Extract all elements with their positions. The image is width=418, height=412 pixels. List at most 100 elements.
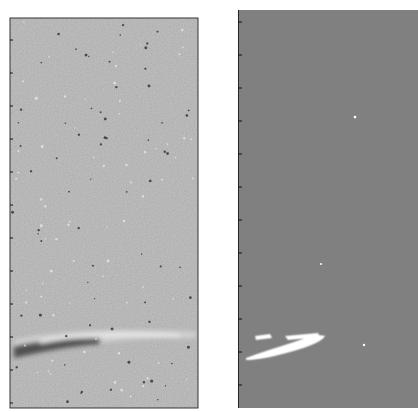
speckle xyxy=(110,389,112,391)
speckle xyxy=(143,381,145,383)
speckle xyxy=(51,360,53,362)
speckle xyxy=(41,145,44,148)
speckle xyxy=(16,366,18,368)
speckle xyxy=(83,351,86,354)
speckle xyxy=(65,335,67,337)
speckle xyxy=(40,240,42,242)
speckle xyxy=(107,226,108,227)
speckle xyxy=(188,109,190,111)
speckle xyxy=(93,157,95,159)
speckle xyxy=(144,151,146,153)
speckle xyxy=(126,191,128,193)
speckle xyxy=(39,314,42,317)
speckle xyxy=(103,165,105,167)
right-speck xyxy=(320,263,322,265)
speckle xyxy=(92,265,94,267)
speckle xyxy=(55,238,57,240)
speckle xyxy=(166,152,169,155)
speckle xyxy=(78,134,80,136)
speckle xyxy=(127,361,130,364)
speckle xyxy=(40,296,42,298)
speckle xyxy=(123,220,125,222)
speckle xyxy=(25,301,27,303)
speckle xyxy=(104,118,107,121)
speckle xyxy=(37,229,39,231)
speckle xyxy=(11,211,14,214)
speckle xyxy=(182,47,184,49)
speckle xyxy=(95,338,97,340)
speckle xyxy=(156,31,158,33)
speckle xyxy=(100,111,102,113)
speckle xyxy=(146,377,148,379)
speckle xyxy=(30,170,32,172)
speckle xyxy=(155,148,157,150)
speckle xyxy=(68,191,70,193)
speckle xyxy=(80,392,82,394)
speckle xyxy=(40,224,43,227)
speckle xyxy=(146,42,148,44)
speckle xyxy=(186,114,189,117)
speckle xyxy=(102,275,104,277)
speckle xyxy=(104,136,107,139)
speckle xyxy=(148,321,150,323)
speckle xyxy=(67,224,69,226)
speckle xyxy=(48,371,50,373)
speckle xyxy=(64,364,66,366)
speckle xyxy=(125,164,127,166)
speckle xyxy=(65,122,67,124)
speckle xyxy=(50,373,52,375)
speckle xyxy=(178,53,180,55)
speckle xyxy=(18,172,20,174)
page: (() => { const data = JSON.parse(documen… xyxy=(0,0,418,412)
speckle xyxy=(130,181,132,183)
speckle xyxy=(118,352,121,355)
speckle xyxy=(115,65,117,67)
speckle xyxy=(56,157,58,159)
speckle xyxy=(148,139,150,141)
speckle xyxy=(109,61,111,63)
speckle xyxy=(85,54,88,57)
speckle xyxy=(190,138,192,140)
speckle xyxy=(148,84,151,87)
image-pair xyxy=(0,0,418,412)
speckle xyxy=(77,227,79,229)
speckle xyxy=(126,302,128,304)
speckle xyxy=(192,178,194,180)
speckle xyxy=(187,346,190,349)
speckle xyxy=(74,127,75,128)
speckle xyxy=(91,108,93,110)
speckle xyxy=(161,179,163,181)
speckle xyxy=(45,238,47,240)
speckle xyxy=(122,24,124,26)
speckle xyxy=(142,385,144,387)
right-panel xyxy=(238,10,418,408)
speckle xyxy=(57,33,60,36)
speckle xyxy=(20,314,22,316)
speckle xyxy=(144,301,146,303)
speckle xyxy=(35,97,38,100)
speckle xyxy=(157,399,158,400)
speckle xyxy=(113,82,116,85)
speckle xyxy=(40,198,42,200)
speckle xyxy=(119,113,121,115)
speckle xyxy=(90,178,91,179)
speckle xyxy=(163,151,165,153)
speckle xyxy=(64,95,66,97)
speckle xyxy=(161,122,163,124)
speckle xyxy=(107,259,110,262)
speckle xyxy=(17,150,19,152)
speckle xyxy=(94,298,95,299)
speckle xyxy=(144,68,146,70)
speckle xyxy=(23,21,25,23)
speckle xyxy=(120,389,123,392)
speckle xyxy=(89,324,91,326)
speckle xyxy=(26,289,27,290)
speckle xyxy=(20,145,22,147)
speckle xyxy=(140,45,141,46)
speckle xyxy=(85,98,86,99)
speckle xyxy=(69,221,71,223)
speckle xyxy=(158,362,160,364)
speckle xyxy=(142,195,144,197)
speckle xyxy=(175,157,176,158)
left-panel xyxy=(10,18,198,408)
